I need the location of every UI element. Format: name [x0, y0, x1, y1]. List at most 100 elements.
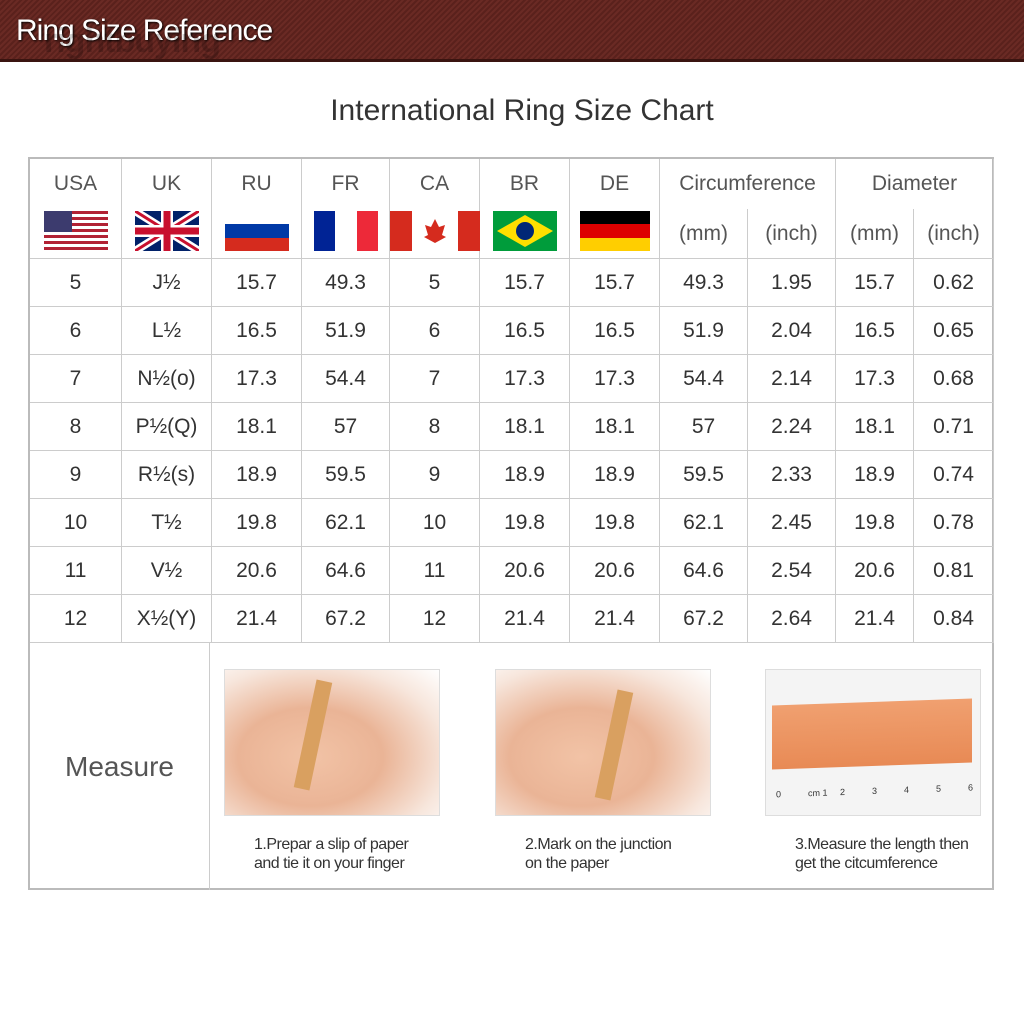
usa-flag-icon [43, 210, 108, 257]
table-cell: 2.14 [748, 355, 836, 403]
table-cell: 21.4 [836, 595, 914, 643]
column-header-ru: RU [212, 159, 302, 209]
table-cell: 10 [30, 499, 122, 547]
table-cell: 20.6 [836, 547, 914, 595]
table-cell: 2.45 [748, 499, 836, 547]
table-cell: 16.5 [480, 307, 570, 355]
table-cell: 57 [302, 403, 390, 451]
table-cell: 2.54 [748, 547, 836, 595]
table-cell: 21.4 [570, 595, 660, 643]
table-cell: 49.3 [302, 259, 390, 307]
ruler-number: 4 [904, 784, 910, 795]
table-cell: 12 [390, 595, 480, 643]
table-cell: 64.6 [302, 547, 390, 595]
table-cell: 67.2 [302, 595, 390, 643]
column-header-ca: CA [390, 159, 480, 209]
ruler-number: 2 [840, 786, 846, 798]
table-cell: T½ [122, 499, 212, 547]
ruler: 0 cm 1 2 3 4 5 6 [772, 698, 973, 799]
column-header-fr: FR [302, 159, 390, 209]
caption-line: on the paper [525, 855, 609, 872]
germany-flag-icon [579, 210, 650, 257]
table-cell: 0.74 [914, 451, 994, 499]
table-cell: 18.9 [212, 451, 302, 499]
table-cell: 17.3 [570, 355, 660, 403]
table-cell: 19.8 [570, 499, 660, 547]
table-cell: 12 [30, 595, 122, 643]
banner-title: Ring Size Reference [16, 14, 273, 47]
table-cell: 54.4 [302, 355, 390, 403]
table-cell: 20.6 [480, 547, 570, 595]
table-cell: 15.7 [212, 259, 302, 307]
table-cell: R½(s) [122, 451, 212, 499]
table-cell: 0.84 [914, 595, 994, 643]
table-cell: 59.5 [660, 451, 748, 499]
table-cell: 19.8 [480, 499, 570, 547]
uk-flag-icon [132, 207, 201, 257]
table-cell: 2.04 [748, 307, 836, 355]
table-cell: 0.78 [914, 499, 994, 547]
table-cell: 51.9 [660, 307, 748, 355]
table-cell: 18.9 [836, 451, 914, 499]
table-cell: 8 [30, 403, 122, 451]
table-cell: 15.7 [570, 259, 660, 307]
banner: Ring Size Reference rightbuying [0, 0, 1024, 62]
table-cell: 2.64 [748, 595, 836, 643]
table-cell: V½ [122, 547, 212, 595]
column-header-de: DE [570, 159, 660, 209]
flag-cell [30, 209, 122, 259]
flag-cell [122, 207, 212, 259]
table-cell: 9 [30, 451, 122, 499]
table-cell: N½(o) [122, 355, 212, 403]
paper-strip [594, 689, 634, 801]
caption-line: 3.Measure the length then [795, 836, 969, 853]
table-cell: 18.1 [212, 403, 302, 451]
unit-label: (inch) [748, 209, 836, 259]
caption-line: 1.Prepar a slip of paper [254, 836, 409, 853]
table-cell: 10 [390, 499, 480, 547]
page-title: International Ring Size Chart [330, 94, 714, 127]
flag-cell [389, 209, 480, 259]
table-cell: 64.6 [660, 547, 748, 595]
hand-photo [495, 669, 711, 816]
table-cell: 16.5 [570, 307, 660, 355]
table-cell: 18.1 [836, 403, 914, 451]
table-cell: 0.81 [914, 547, 994, 595]
table-cell: 15.7 [480, 259, 570, 307]
russia-flag-icon [224, 210, 289, 257]
ruler-number: 5 [936, 783, 942, 794]
table-cell: 1.95 [748, 259, 836, 307]
table-cell: 59.5 [302, 451, 390, 499]
circumference-header: Circumference [660, 159, 836, 209]
table-cell: 2.24 [748, 403, 836, 451]
table-cell: 51.9 [302, 307, 390, 355]
ruler-photo: 0 cm 1 2 3 4 5 6 [765, 669, 981, 816]
table-cell: 11 [390, 547, 480, 595]
table-cell: 18.9 [480, 451, 570, 499]
table-cell: 7 [390, 355, 480, 403]
table-cell: 8 [390, 403, 480, 451]
table-cell: 0.65 [914, 307, 994, 355]
table-cell: 5 [30, 259, 122, 307]
table-cell: 67.2 [660, 595, 748, 643]
table-cell: 19.8 [212, 499, 302, 547]
table-cell: 21.4 [480, 595, 570, 643]
table-cell: 49.3 [660, 259, 748, 307]
flag-cell [212, 209, 302, 259]
table-cell: P½(Q) [122, 403, 212, 451]
unit-label: (mm) [836, 209, 914, 259]
table-cell: X½(Y) [122, 595, 212, 643]
table-cell: L½ [122, 307, 212, 355]
table-cell: 9 [390, 451, 480, 499]
table-cell: J½ [122, 259, 212, 307]
ruler-number: 3 [872, 785, 878, 796]
table-cell: 5 [390, 259, 480, 307]
paper-strip [293, 679, 333, 791]
table-cell: 18.9 [570, 451, 660, 499]
canada-flag-icon [389, 210, 480, 257]
caption-line: and tie it on your finger [254, 855, 405, 872]
ring-size-table: USA UK RU FR CA BR DE Circumference Diameter (mm)… [28, 157, 994, 890]
ruler-number: cm 1 [808, 787, 828, 799]
table-cell: 7 [30, 355, 122, 403]
table-cell: 20.6 [570, 547, 660, 595]
